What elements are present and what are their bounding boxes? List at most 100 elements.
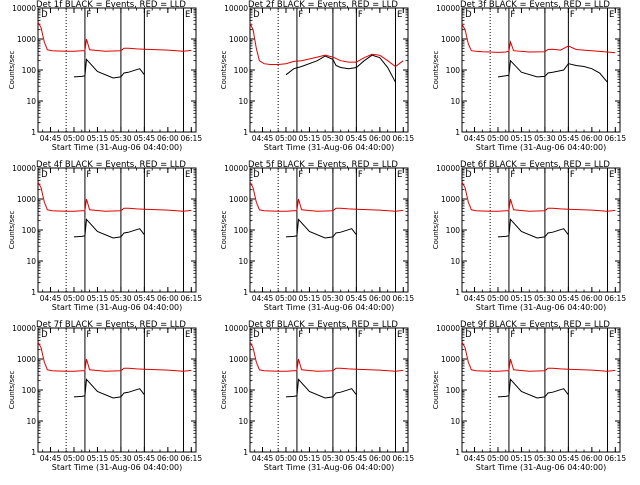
y-tick-label: 1000 bbox=[441, 355, 460, 364]
x-tick-label: 06:15 bbox=[392, 134, 414, 143]
x-tick-label: 06:00 bbox=[581, 134, 603, 143]
marker-flag: E bbox=[185, 170, 190, 180]
marker-flag: F bbox=[570, 10, 575, 20]
marker-flag: D bbox=[41, 330, 48, 340]
x-tick-label: 05:30 bbox=[534, 134, 556, 143]
y-tick-label: 100 bbox=[446, 386, 461, 395]
y-tick-label: 1 bbox=[31, 128, 36, 137]
x-tick-label: 05:15 bbox=[511, 454, 533, 463]
y-axis-label: Counts/sec bbox=[8, 51, 16, 90]
x-tick-label: 06:15 bbox=[604, 134, 626, 143]
marker-flag: F bbox=[146, 170, 151, 180]
x-tick-label: 06:15 bbox=[180, 294, 202, 303]
y-tick-label: 10 bbox=[450, 97, 460, 106]
x-axis-label: Start Time (31-Aug-06 04:40:00) bbox=[264, 303, 395, 312]
x-tick-label: 05:45 bbox=[134, 454, 156, 463]
lld-series-line bbox=[461, 23, 616, 54]
y-tick-label: 1000 bbox=[229, 355, 248, 364]
y-tick-label: 100 bbox=[22, 386, 37, 395]
x-tick-label: 04:45 bbox=[252, 134, 274, 143]
y-tick-label: 1 bbox=[243, 288, 248, 297]
y-tick-label: 10 bbox=[26, 417, 36, 426]
y-tick-label: 10 bbox=[26, 97, 36, 106]
marker-flag: F bbox=[358, 170, 363, 180]
chart-panel-9: Det 9f BLACK = Events, RED = LLD 1 10 100 10… bbox=[432, 320, 626, 472]
x-tick-label: 05:00 bbox=[487, 294, 509, 303]
lld-series-line bbox=[249, 341, 404, 372]
x-tick-label: 05:30 bbox=[110, 454, 132, 463]
y-tick-label: 10000 bbox=[224, 324, 248, 333]
x-tick-label: 04:45 bbox=[464, 454, 486, 463]
y-tick-label: 1 bbox=[31, 448, 36, 457]
y-tick-label: 10000 bbox=[12, 4, 36, 13]
events-series-line bbox=[285, 218, 357, 239]
chart-title: Det 9f BLACK = Events, RED = LLD bbox=[460, 320, 610, 330]
chart-panel-1: Det 1f BLACK = Events, RED = LLD 1 10 100 10… bbox=[8, 0, 202, 152]
events-series-line bbox=[285, 378, 357, 399]
y-axis-label: Counts/sec bbox=[8, 371, 16, 410]
x-tick-label: 06:15 bbox=[180, 134, 202, 143]
x-tick-label: 05:45 bbox=[346, 134, 368, 143]
y-tick-label: 100 bbox=[234, 386, 249, 395]
x-tick-label: 06:00 bbox=[157, 134, 179, 143]
x-axis-label: Start Time (31-Aug-06 04:40:00) bbox=[264, 463, 395, 472]
marker-flag: F bbox=[86, 330, 91, 340]
x-tick-label: 05:45 bbox=[346, 454, 368, 463]
marker-flag: D bbox=[41, 170, 48, 180]
marker-flag: E bbox=[397, 10, 402, 20]
x-tick-label: 05:00 bbox=[275, 134, 297, 143]
x-tick-label: 04:45 bbox=[464, 294, 486, 303]
chart-panel-5: Det 5f BLACK = Events, RED = LLD 1 10 100 10… bbox=[220, 160, 414, 312]
x-axis-label: Start Time (31-Aug-06 04:40:00) bbox=[476, 303, 607, 312]
y-tick-label: 10000 bbox=[12, 164, 36, 173]
x-tick-label: 05:15 bbox=[87, 454, 109, 463]
x-tick-label: 05:00 bbox=[63, 294, 85, 303]
chart-panel-6: Det 6f BLACK = Events, RED = LLD 1 10 100 10… bbox=[432, 160, 626, 312]
marker-flag: E bbox=[397, 330, 402, 340]
x-tick-label: 05:15 bbox=[299, 454, 321, 463]
marker-flag: E bbox=[185, 330, 190, 340]
x-axis-label: Start Time (31-Aug-06 04:40:00) bbox=[52, 303, 183, 312]
marker-flag: D bbox=[253, 10, 260, 20]
plot-frame bbox=[249, 7, 409, 133]
x-axis-label: Start Time (31-Aug-06 04:40:00) bbox=[476, 143, 607, 152]
events-series-line bbox=[73, 218, 145, 239]
x-tick-label: 05:45 bbox=[346, 294, 368, 303]
lld-series-line bbox=[249, 181, 404, 212]
chart-title: Det 4f BLACK = Events, RED = LLD bbox=[36, 160, 186, 170]
plot-frame bbox=[249, 167, 409, 293]
x-tick-label: 05:15 bbox=[299, 294, 321, 303]
marker-flag: F bbox=[146, 330, 151, 340]
marker-flag: D bbox=[465, 10, 472, 20]
x-tick-label: 05:00 bbox=[63, 134, 85, 143]
x-tick-label: 04:45 bbox=[40, 134, 62, 143]
x-axis-label: Start Time (31-Aug-06 04:40:00) bbox=[264, 143, 395, 152]
marker-flag: F bbox=[510, 10, 515, 20]
x-tick-label: 06:15 bbox=[392, 294, 414, 303]
y-tick-label: 1 bbox=[243, 448, 248, 457]
x-tick-label: 06:15 bbox=[604, 294, 626, 303]
lld-series-line bbox=[37, 21, 192, 52]
y-tick-label: 10 bbox=[238, 257, 248, 266]
x-tick-label: 05:30 bbox=[534, 294, 556, 303]
y-tick-label: 10000 bbox=[224, 4, 248, 13]
y-tick-label: 10000 bbox=[224, 164, 248, 173]
lld-series-line bbox=[249, 23, 404, 68]
y-tick-label: 10000 bbox=[12, 324, 36, 333]
y-tick-label: 100 bbox=[446, 66, 461, 75]
x-tick-label: 05:15 bbox=[299, 134, 321, 143]
marker-flag: D bbox=[465, 170, 472, 180]
y-tick-label: 1000 bbox=[17, 355, 36, 364]
x-tick-label: 05:30 bbox=[322, 294, 344, 303]
y-tick-label: 10 bbox=[450, 257, 460, 266]
lld-series-line bbox=[37, 181, 192, 212]
y-axis-label: Counts/sec bbox=[432, 371, 440, 410]
x-tick-label: 06:00 bbox=[369, 454, 391, 463]
y-tick-label: 100 bbox=[22, 66, 37, 75]
chart-title: Det 7f BLACK = Events, RED = LLD bbox=[36, 320, 186, 330]
x-axis-label: Start Time (31-Aug-06 04:40:00) bbox=[476, 463, 607, 472]
x-tick-label: 06:00 bbox=[369, 134, 391, 143]
x-tick-label: 05:45 bbox=[134, 294, 156, 303]
x-tick-label: 04:45 bbox=[252, 294, 274, 303]
